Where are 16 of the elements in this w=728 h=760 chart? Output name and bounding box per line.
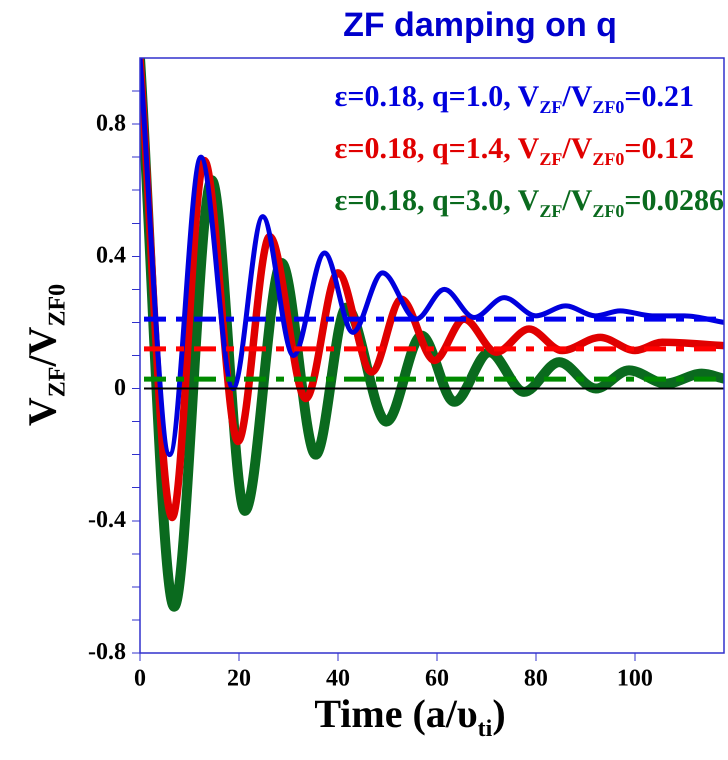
text: ε=0.18, q=3.0, V$_{ZF}$/V$_{ZF0}$=0.0286 xyxy=(334,184,724,223)
y-tick-label: -0.8 xyxy=(88,639,126,666)
x-tick-label: 40 xyxy=(326,666,350,692)
y-tick-label: 0.8 xyxy=(96,110,126,136)
y-tick-label: 0.4 xyxy=(96,242,126,269)
x-axis-title: Time (a/υ$_{ti}$) xyxy=(313,690,507,743)
chart-title: ZF damping on q xyxy=(342,6,618,45)
text: ε=0.18, q=1.4, V$_{ZF}$/V$_{ZF0}$=0.12 xyxy=(334,132,695,171)
x-tick-label: 0 xyxy=(134,666,146,692)
y-tick-label: -0.4 xyxy=(88,506,126,533)
x-tick-label: 100 xyxy=(616,666,653,692)
text: ε=0.18, q=1.0, V$_{ZF}$/V$_{ZF0}$=0.21 xyxy=(334,80,695,119)
x-tick-label: 60 xyxy=(424,666,449,692)
x-tick-label: 80 xyxy=(524,666,548,692)
x-tick-label: 20 xyxy=(226,666,251,692)
y-tick-label: 0 xyxy=(114,374,126,401)
